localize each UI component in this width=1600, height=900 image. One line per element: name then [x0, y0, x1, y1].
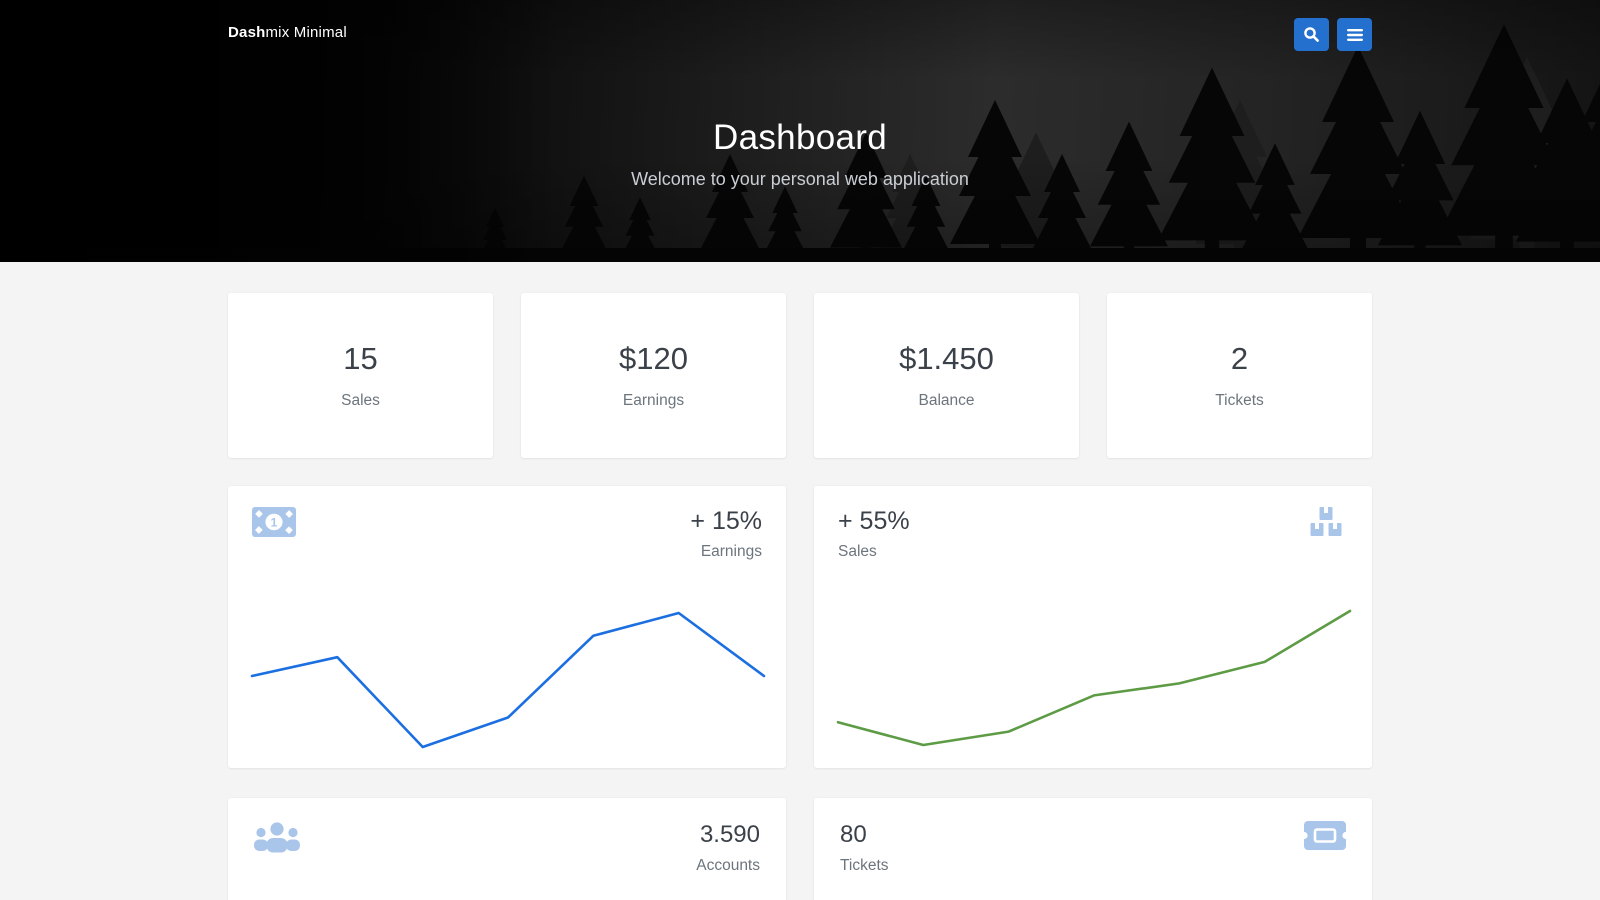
brand-name-bold: Dash: [228, 24, 266, 41]
stat-card-earnings: $120 Earnings: [521, 293, 786, 458]
users-icon: [254, 821, 300, 854]
stat-value: $120: [619, 341, 688, 376]
ticket-icon: [1300, 821, 1350, 850]
menu-button[interactable]: [1337, 18, 1372, 51]
sales-chart-card: + 55% Sales: [814, 486, 1372, 768]
accounts-label: Accounts: [696, 857, 760, 874]
stat-card-balance: $1.450 Balance: [814, 293, 1079, 458]
earnings-sparkline-chart: [250, 611, 766, 749]
svg-text:1: 1: [271, 515, 278, 529]
boxes-icon: [1304, 507, 1348, 540]
stat-value: $1.450: [899, 341, 994, 376]
earnings-delta-label: Earnings: [700, 543, 762, 560]
hero-heading: Dashboard Welcome to your personal web a…: [228, 0, 1372, 190]
stat-label: Tickets: [1215, 392, 1264, 409]
sales-sparkline-chart: [836, 609, 1352, 747]
stat-label: Balance: [918, 392, 975, 409]
accounts-card: 3.590 Accounts: [228, 798, 786, 900]
stat-card-tickets: 2 Tickets: [1107, 293, 1372, 458]
stat-label: Sales: [341, 392, 380, 409]
sales-delta-label: Sales: [838, 543, 877, 560]
bottom-row: 3.590 Accounts 80 Tickets: [228, 798, 1372, 900]
brand-name-rest: mix Minimal: [265, 24, 347, 41]
earnings-chart-card: 1 + 15% Earnings: [228, 486, 786, 768]
tickets-value: 80: [840, 821, 867, 848]
tickets-label: Tickets: [840, 857, 889, 874]
hero-header: Dashmix Minimal: [0, 0, 1600, 262]
sales-delta: + 55%: [838, 507, 910, 535]
earnings-delta: + 15%: [690, 507, 762, 535]
money-bill-icon: 1: [252, 507, 296, 537]
main-content: 15 Sales $120 Earnings $1.450 Balance 2 …: [0, 262, 1600, 900]
menu-icon: [1346, 28, 1363, 42]
search-button[interactable]: [1294, 18, 1329, 51]
stat-label: Earnings: [622, 392, 685, 409]
stat-card-sales: 15 Sales: [228, 293, 493, 458]
search-icon: [1303, 26, 1320, 43]
charts-row: 1 + 15% Earnings + 55% Sales: [228, 486, 1372, 798]
stats-row: 15 Sales $120 Earnings $1.450 Balance 2 …: [228, 293, 1372, 458]
stat-value: 15: [343, 341, 378, 376]
stat-value: 2: [1230, 341, 1249, 376]
page-subtitle: Welcome to your personal web application: [631, 169, 969, 189]
tickets-card: 80 Tickets: [814, 798, 1372, 900]
brand-logo-link[interactable]: Dashmix Minimal: [228, 24, 347, 41]
forest-silhouette-image: [0, 0, 1600, 262]
accounts-value: 3.590: [699, 821, 760, 848]
header-actions: [1294, 18, 1372, 51]
page-title: Dashboard: [713, 118, 887, 157]
